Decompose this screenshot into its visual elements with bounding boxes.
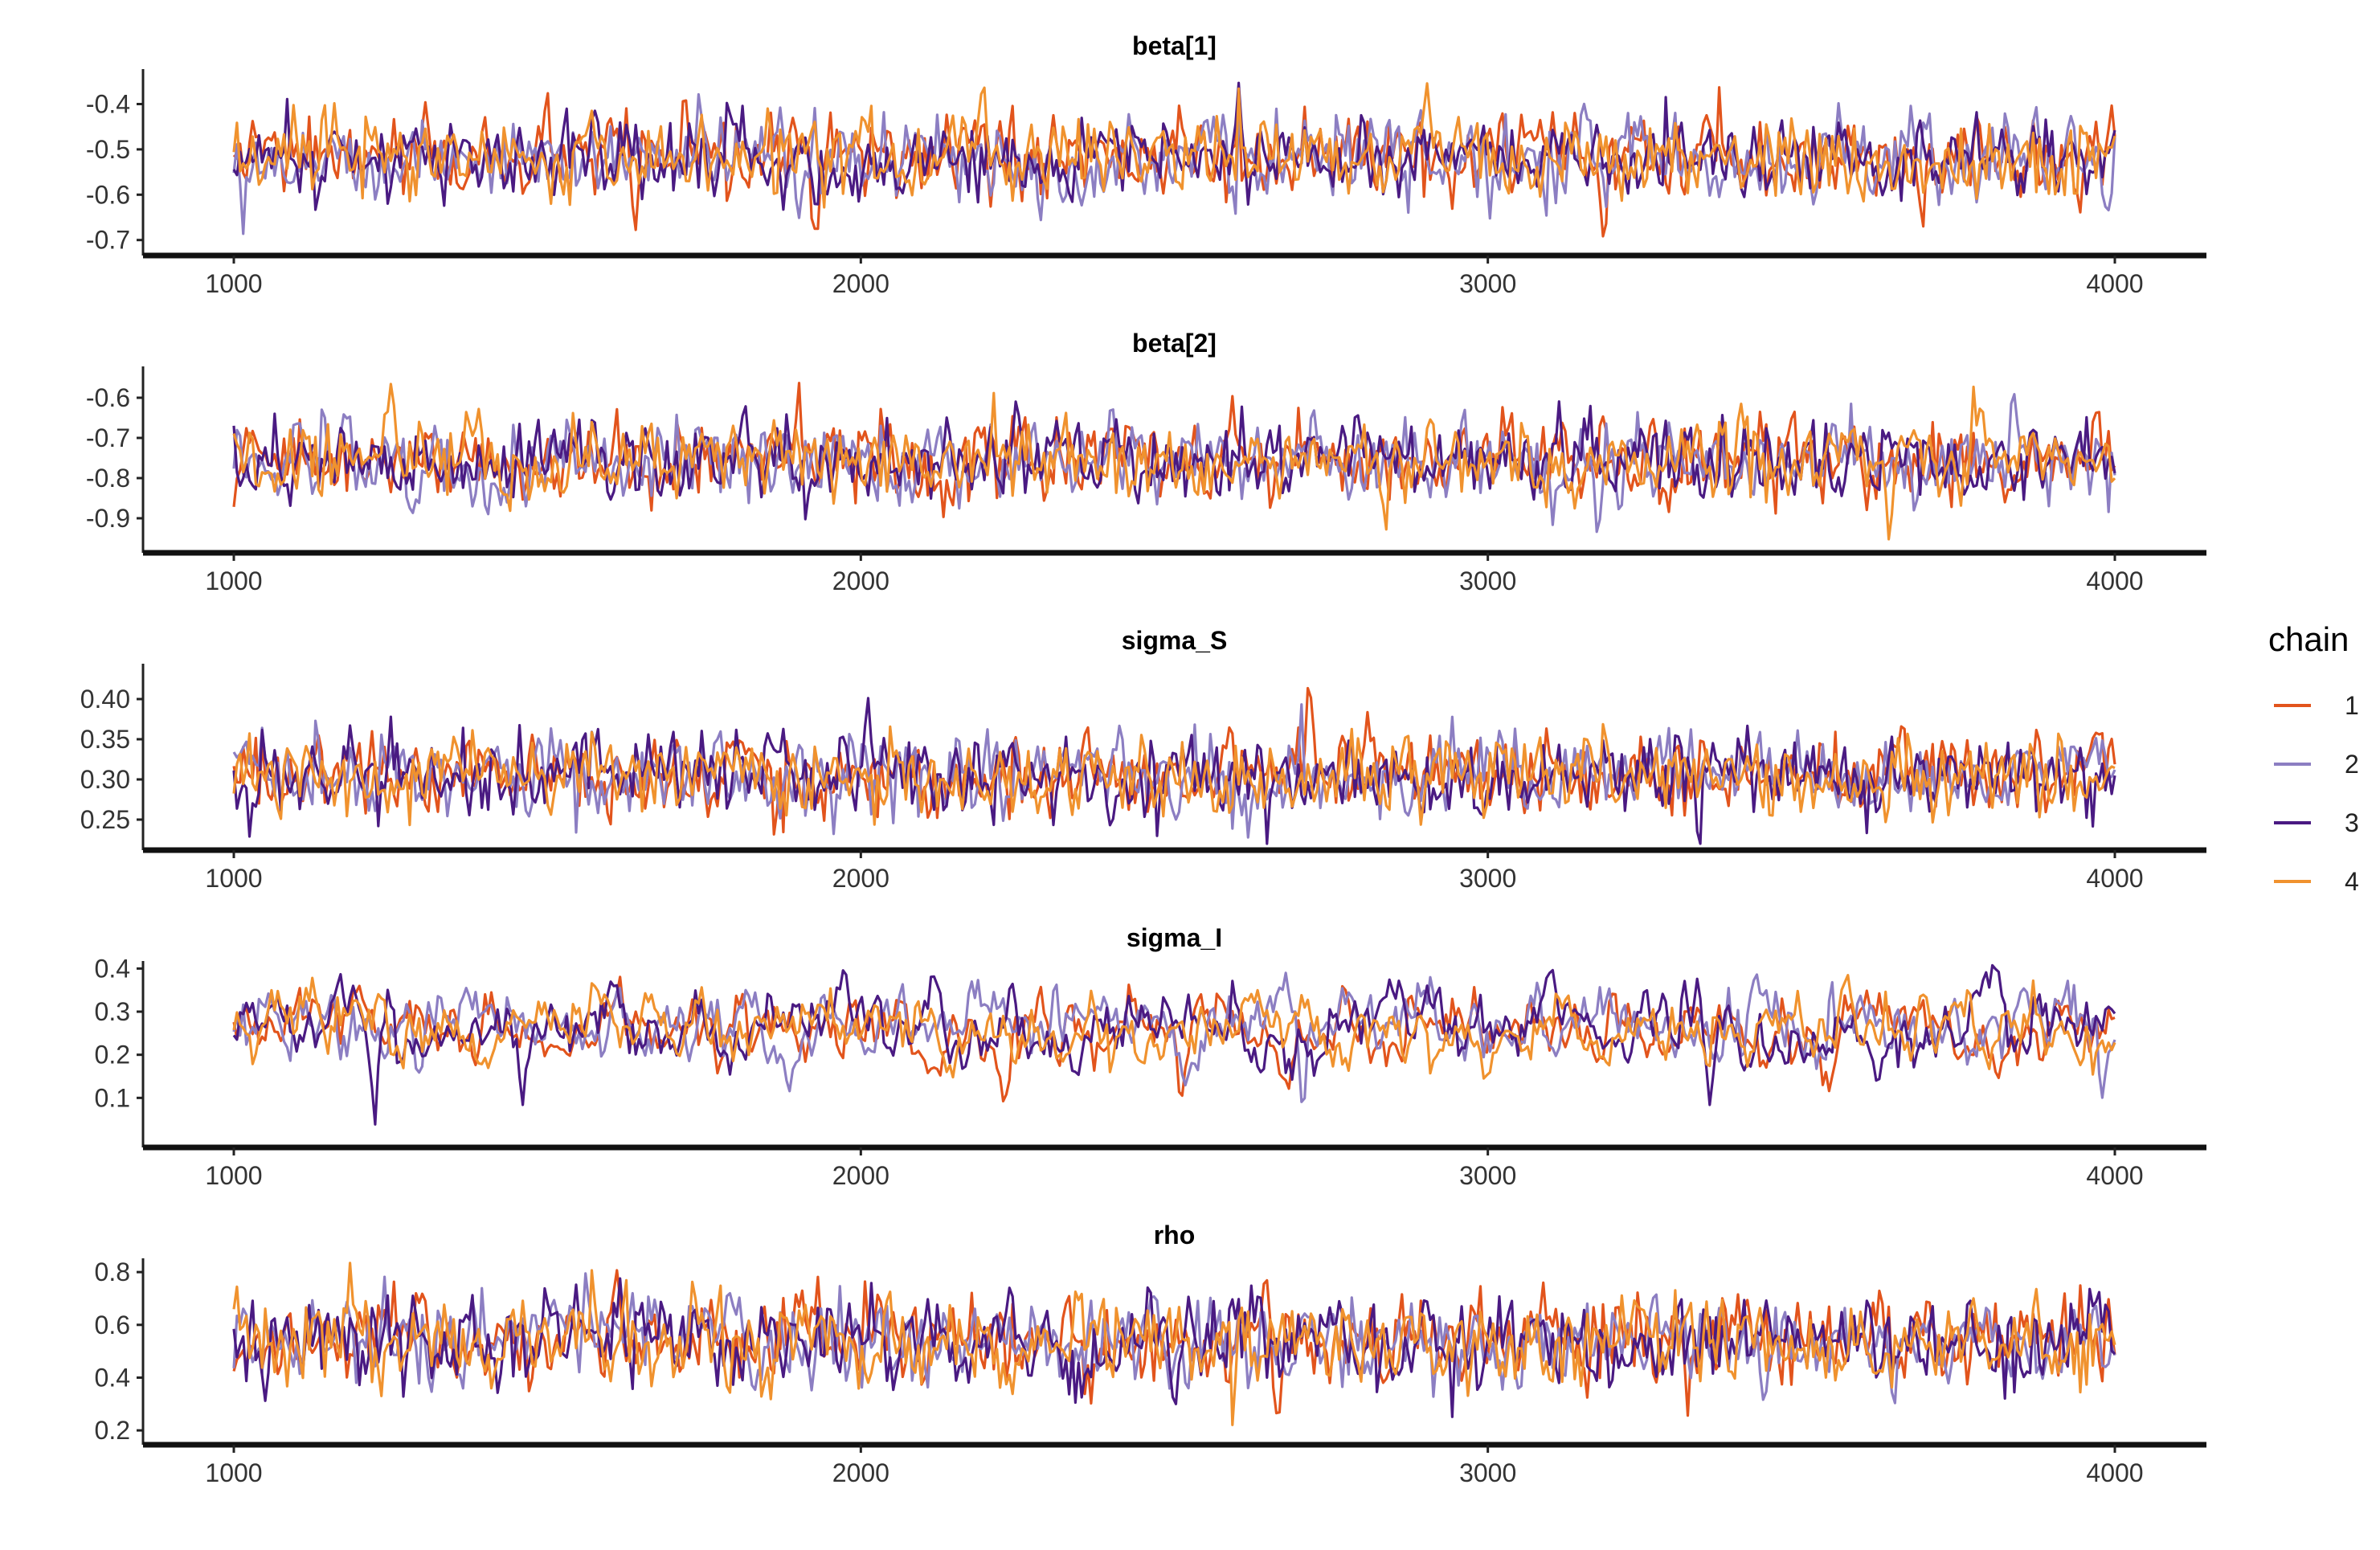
x-tick-label: 2000: [832, 566, 889, 595]
chain-lines: [232, 963, 2116, 1126]
x-tick-label: 1000: [205, 566, 262, 595]
x-tick-label: 3000: [1459, 1161, 1516, 1190]
chain-3-trace: [232, 963, 2116, 1126]
panel-title: beta[1]: [1132, 31, 1217, 60]
panel-title: beta[2]: [1132, 329, 1217, 358]
y-tick-label: -0.5: [86, 135, 130, 164]
y-tick-label: -0.9: [86, 504, 130, 533]
chain-4-trace: [232, 82, 2116, 209]
y-tick-label: -0.4: [86, 89, 130, 118]
panel-title: sigma_I: [1127, 923, 1222, 952]
y-tick-label: 0.8: [95, 1258, 130, 1286]
y-tick-label: 0.2: [95, 1416, 130, 1445]
y-tick-label: 0.40: [80, 685, 130, 714]
x-tick-label: 4000: [2086, 269, 2143, 298]
panel-beta[2]: beta[2] -0.6 -0.7 -0.8 -0.9 1000 2000 3000 4000: [86, 329, 2206, 595]
y-tick-label: 0.3: [95, 997, 130, 1026]
chain-1-trace: [232, 1269, 2116, 1417]
x-tick-label: 1000: [205, 1458, 262, 1487]
y-tick-label: -0.7: [86, 226, 130, 255]
x-tick-label: 2000: [832, 269, 889, 298]
x-tick-label: 2000: [832, 864, 889, 893]
chain-4-trace: [232, 973, 2116, 1080]
x-tick-label: 4000: [2086, 1458, 2143, 1487]
y-tick-label: 0.2: [95, 1041, 130, 1069]
legend-label-1: 1: [2345, 691, 2359, 720]
x-tick-label: 3000: [1459, 269, 1516, 298]
y-tick-label: 0.25: [80, 805, 130, 834]
x-tick-label: 4000: [2086, 566, 2143, 595]
x-tick-label: 2000: [832, 1458, 889, 1487]
chain-4-trace: [232, 382, 2116, 541]
chain-1-trace: [232, 86, 2116, 238]
y-tick-label: 0.35: [80, 725, 130, 754]
y-tick-label: -0.6: [86, 383, 130, 412]
chain-lines: [232, 686, 2116, 845]
x-tick-label: 4000: [2086, 1161, 2143, 1190]
x-tick-label: 2000: [832, 1161, 889, 1190]
chain-lines: [232, 382, 2116, 541]
x-tick-label: 3000: [1459, 566, 1516, 595]
panel-sigma_S: sigma_S 0.40 0.35 0.30 0.25 1000 2000 3000 4000: [80, 626, 2206, 893]
chain-legend: chain 1 2 3 4: [2268, 620, 2359, 896]
y-tick-label: 0.30: [80, 765, 130, 794]
chain-4-trace: [232, 722, 2116, 827]
y-tick-label: 0.6: [95, 1311, 130, 1339]
legend-label-4: 4: [2345, 867, 2359, 896]
x-tick-label: 3000: [1459, 1458, 1516, 1487]
legend-title: chain: [2268, 620, 2349, 658]
y-tick-label: 0.1: [95, 1083, 130, 1112]
panel-title: rho: [1154, 1221, 1196, 1249]
legend-label-3: 3: [2345, 808, 2359, 837]
chain-lines: [232, 1262, 2116, 1426]
panel-sigma_I: sigma_I 0.4 0.3 0.2 0.1 1000 2000 3000 4000: [95, 923, 2206, 1190]
x-tick-label: 1000: [205, 864, 262, 893]
x-tick-label: 1000: [205, 269, 262, 298]
x-tick-label: 1000: [205, 1161, 262, 1190]
panel-title: sigma_S: [1122, 626, 1228, 655]
y-tick-label: -0.7: [86, 423, 130, 452]
y-tick-label: -0.8: [86, 464, 130, 493]
panel-beta[1]: beta[1] -0.4 -0.5 -0.6 -0.7 1000 2000 3000 4000: [86, 31, 2206, 298]
panel-rho: rho 0.8 0.6 0.4 0.2 1000 2000 3000 4000: [95, 1221, 2206, 1487]
y-tick-label: 0.4: [95, 954, 130, 983]
legend-label-2: 2: [2345, 750, 2359, 779]
x-tick-label: 4000: [2086, 864, 2143, 893]
chain-lines: [232, 81, 2116, 238]
chain-3-trace: [232, 400, 2116, 521]
y-tick-label: -0.6: [86, 180, 130, 209]
chain-4-trace: [232, 1262, 2116, 1426]
y-tick-label: 0.4: [95, 1363, 130, 1392]
x-tick-label: 3000: [1459, 864, 1516, 893]
chain-3-trace: [232, 697, 2116, 845]
